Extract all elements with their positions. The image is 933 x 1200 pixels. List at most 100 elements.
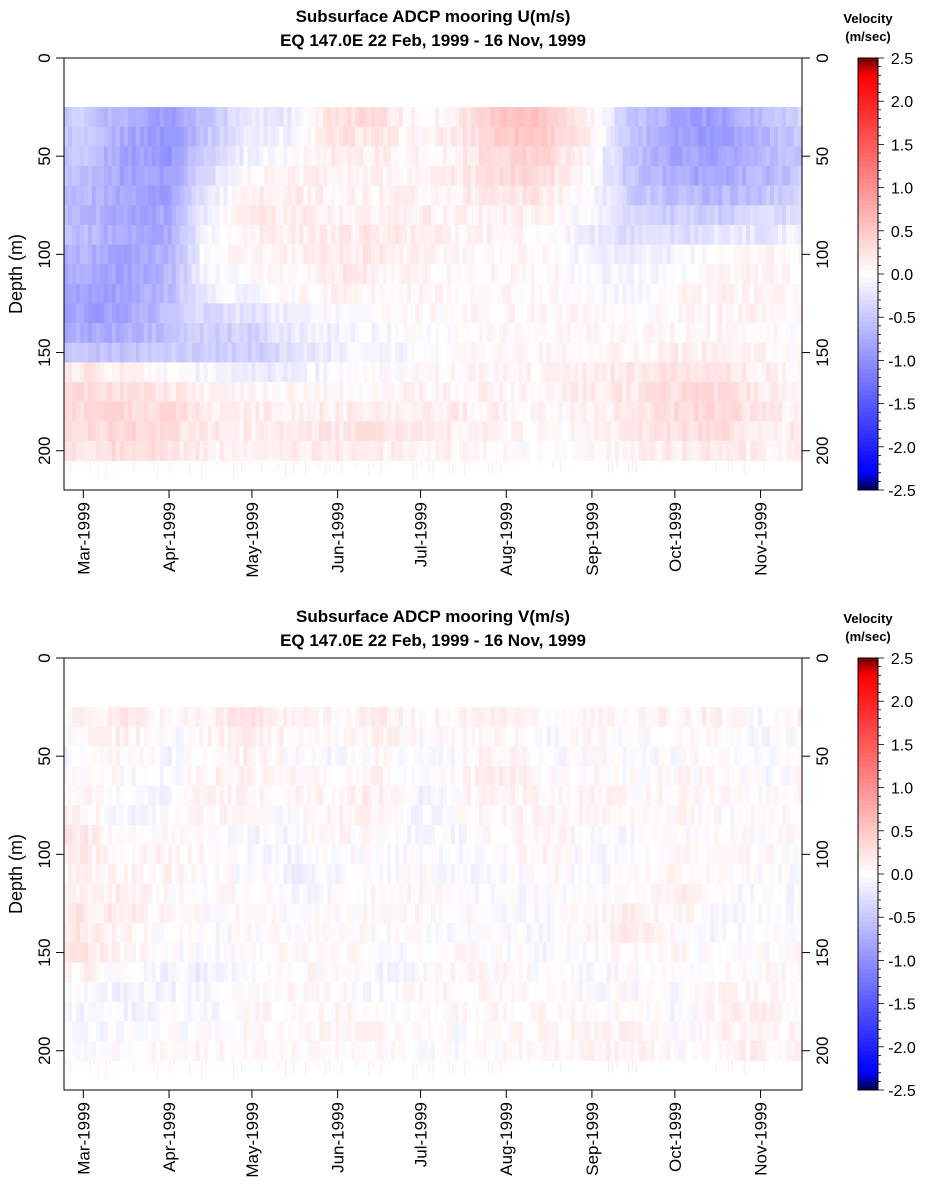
heatmap-cell [191, 362, 197, 383]
heatmap-cell [267, 1001, 273, 1022]
heatmap-cell [235, 903, 241, 924]
heatmap-cell [275, 903, 281, 924]
heatmap-cell [71, 785, 77, 806]
heatmap-cell [530, 205, 536, 226]
heatmap-cell [99, 805, 105, 826]
heatmap-cell [622, 382, 628, 402]
heatmap-cell [131, 205, 137, 226]
heatmap-cell [686, 440, 691, 461]
heatmap-cell [347, 323, 352, 344]
heatmap-cell [75, 942, 81, 963]
heatmap-cell [159, 844, 165, 865]
heatmap-cell [698, 440, 703, 461]
heatmap-cell [351, 746, 356, 767]
heatmap-cell [746, 107, 751, 128]
heatmap-cell [283, 766, 288, 786]
heatmap-cell [339, 264, 344, 285]
heatmap-cell [159, 421, 165, 442]
heatmap-cell [331, 440, 336, 461]
heatmap-cell [147, 342, 153, 363]
heatmap-cell [303, 382, 308, 402]
heatmap-cell [151, 323, 157, 344]
heatmap-cell [239, 982, 245, 1002]
heatmap-cell [127, 766, 133, 786]
heatmap-cell [99, 864, 105, 885]
heatmap-cell [123, 166, 129, 186]
heatmap-cell [95, 864, 101, 885]
heatmap-cell [359, 264, 364, 285]
heatmap-cell [570, 323, 576, 344]
heatmap-cell [307, 264, 312, 285]
heatmap-cell [167, 362, 173, 383]
heatmap-cell [155, 962, 161, 983]
heatmap-cell [155, 1040, 161, 1061]
heatmap-cell [295, 726, 300, 747]
heatmap-cell [470, 264, 476, 285]
colorbar-swatch [858, 187, 878, 193]
heatmap-cell [606, 421, 612, 442]
heatmap-cell [71, 166, 77, 186]
heatmap-cell [79, 303, 85, 324]
heatmap-cell [367, 126, 372, 147]
heatmap-cell [299, 1021, 304, 1042]
heatmap-cell [259, 264, 265, 285]
heatmap-cell [630, 342, 636, 363]
heatmap-cell [798, 421, 803, 442]
heatmap-cell [255, 107, 261, 128]
heatmap-cell [678, 244, 683, 265]
heatmap-cell [79, 726, 85, 747]
heatmap-cell [263, 982, 269, 1002]
heatmap-cell [674, 421, 679, 442]
heatmap-cell [151, 766, 157, 786]
heatmap-cell [403, 382, 408, 402]
heatmap-cell [351, 205, 356, 226]
heatmap-cell [87, 883, 93, 904]
heatmap-cell [754, 401, 759, 422]
heatmap-cell [666, 283, 671, 304]
heatmap-cell [235, 303, 241, 324]
heatmap-cell [91, 303, 97, 324]
heatmap-cell [650, 342, 655, 363]
heatmap-cell [147, 707, 153, 728]
heatmap-cell [143, 707, 149, 728]
heatmap-cell [107, 942, 113, 963]
heatmap-cell [203, 401, 209, 422]
heatmap-cell [794, 440, 799, 461]
heatmap-cell [359, 785, 364, 806]
heatmap-cell [614, 323, 620, 344]
heatmap-cell [139, 185, 145, 206]
heatmap-cell [287, 283, 292, 304]
heatmap-cell [510, 323, 516, 344]
heatmap-cell [798, 283, 803, 304]
heatmap-cell [718, 244, 723, 265]
heatmap-cell [522, 107, 528, 128]
heatmap-cell [478, 401, 484, 422]
heatmap-cell [83, 303, 89, 324]
heatmap-cell [195, 264, 201, 285]
heatmap-cell [586, 440, 592, 461]
heatmap-cell [243, 864, 249, 885]
heatmap-cell [798, 205, 803, 226]
heatmap-cell [83, 146, 89, 167]
heatmap-cell [514, 166, 520, 186]
heatmap-cell [722, 107, 727, 128]
heatmap-cell [355, 126, 360, 147]
heatmap-cell [403, 283, 408, 304]
heatmap-cell [155, 185, 161, 206]
heatmap-cell [586, 126, 592, 147]
heatmap-cell [283, 864, 288, 885]
heatmap-cell [650, 303, 655, 324]
heatmap-cell [75, 1021, 81, 1042]
heatmap-cell [462, 205, 468, 226]
heatmap-cell [622, 224, 628, 245]
heatmap-cell [442, 244, 448, 265]
heatmap-cell [191, 824, 197, 845]
heatmap-cell [147, 146, 153, 167]
heatmap-cell [494, 283, 500, 304]
heatmap-cell [694, 323, 699, 344]
heatmap-cell [303, 224, 308, 245]
heatmap-cell [407, 126, 412, 147]
heatmap-cell [175, 205, 181, 226]
heatmap-cell [71, 421, 77, 442]
heatmap-cell [602, 185, 608, 206]
